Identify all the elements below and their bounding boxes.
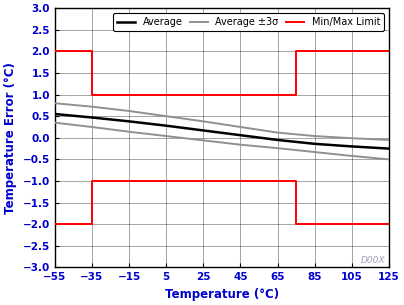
Min/Max Limit xyxy=(53,49,57,53)
Legend: Average, Average ±3σ, Min/Max Limit: Average, Average ±3σ, Min/Max Limit xyxy=(113,13,384,31)
Average xyxy=(164,124,168,127)
Line: Average: Average xyxy=(55,114,389,149)
Average ±3σ xyxy=(275,131,280,135)
Average ±3σ xyxy=(164,114,168,118)
X-axis label: Temperature (°C): Temperature (°C) xyxy=(165,288,279,301)
Average xyxy=(387,147,391,150)
Min/Max Limit xyxy=(90,49,95,53)
Average xyxy=(53,112,57,116)
Line: Min/Max Limit: Min/Max Limit xyxy=(55,51,389,95)
Average xyxy=(201,129,206,132)
Y-axis label: Temperature Error (°C): Temperature Error (°C) xyxy=(4,62,17,214)
Average ±3σ xyxy=(90,105,95,109)
Average ±3σ xyxy=(312,134,317,138)
Average ±3σ xyxy=(387,138,391,142)
Min/Max Limit xyxy=(294,49,299,53)
Text: D00X: D00X xyxy=(361,256,385,265)
Average ±3σ xyxy=(349,136,354,140)
Min/Max Limit xyxy=(90,93,95,96)
Average ±3σ xyxy=(238,125,243,129)
Min/Max Limit xyxy=(387,49,391,53)
Average xyxy=(275,138,280,142)
Average xyxy=(349,145,354,148)
Line: Average ±3σ: Average ±3σ xyxy=(55,103,389,140)
Average xyxy=(238,133,243,137)
Min/Max Limit xyxy=(294,93,299,96)
Average ±3σ xyxy=(201,120,206,123)
Average ±3σ xyxy=(53,101,57,105)
Average xyxy=(90,116,95,119)
Average xyxy=(127,120,132,123)
Average ±3σ xyxy=(127,109,132,113)
Average xyxy=(312,142,317,146)
